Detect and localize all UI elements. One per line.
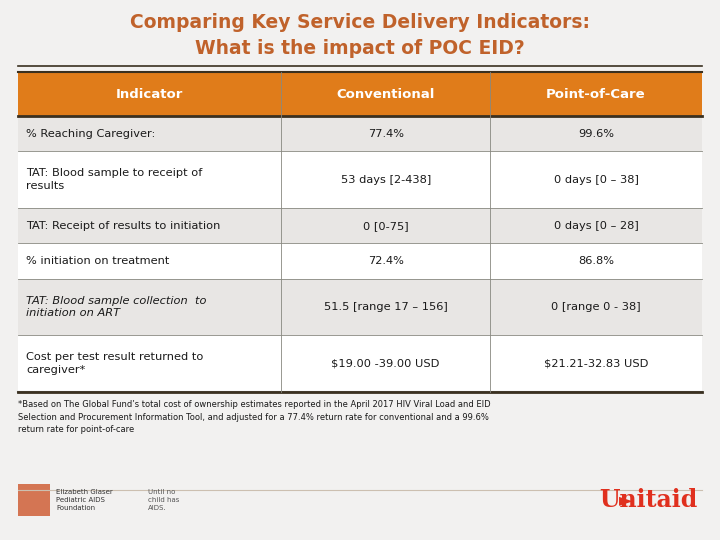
Text: $19.00 -39.00 USD: $19.00 -39.00 USD — [331, 359, 440, 369]
Text: TAT: Receipt of results to initiation: TAT: Receipt of results to initiation — [26, 221, 220, 231]
Text: 0 [0-75]: 0 [0-75] — [363, 221, 408, 231]
Text: TAT: Blood sample to receipt of
results: TAT: Blood sample to receipt of results — [26, 168, 202, 191]
Text: 0 days [0 – 28]: 0 days [0 – 28] — [554, 221, 639, 231]
Text: 51.5 [range 17 – 156]: 51.5 [range 17 – 156] — [324, 302, 448, 312]
Text: 0 [range 0 - 38]: 0 [range 0 - 38] — [552, 302, 641, 312]
Text: Elizabeth Glaser
Pediatric AIDS
Foundation: Elizabeth Glaser Pediatric AIDS Foundati… — [56, 489, 113, 510]
Bar — [18, 151, 702, 208]
Text: Until no
child has
AIDS.: Until no child has AIDS. — [148, 489, 179, 510]
Text: Point-of-Care: Point-of-Care — [546, 87, 646, 100]
Bar — [18, 279, 702, 335]
Bar — [18, 335, 702, 392]
Text: What is the impact of POC EID?: What is the impact of POC EID? — [195, 38, 525, 57]
Text: % Reaching Caregiver:: % Reaching Caregiver: — [26, 129, 156, 139]
Text: Unitaid: Unitaid — [599, 488, 697, 512]
Text: 99.6%: 99.6% — [578, 129, 614, 139]
Text: Indicator: Indicator — [116, 87, 184, 100]
Text: *Based on The Global Fund’s total cost of ownership estimates reported in the Ap: *Based on The Global Fund’s total cost o… — [18, 400, 490, 434]
Text: 86.8%: 86.8% — [578, 256, 614, 266]
Text: $21.21-32.83 USD: $21.21-32.83 USD — [544, 359, 648, 369]
Text: 53 days [2-438]: 53 days [2-438] — [341, 175, 431, 185]
Bar — [18, 208, 702, 244]
Bar — [18, 244, 702, 279]
Text: % initiation on treatment: % initiation on treatment — [26, 256, 169, 266]
Text: 0 days [0 – 38]: 0 days [0 – 38] — [554, 175, 639, 185]
Bar — [18, 116, 702, 151]
Text: Comparing Key Service Delivery Indicators:: Comparing Key Service Delivery Indicator… — [130, 12, 590, 31]
Bar — [18, 72, 702, 116]
Text: Cost per test result returned to
caregiver*: Cost per test result returned to caregiv… — [26, 352, 203, 375]
Bar — [18, 484, 50, 516]
Text: TAT: Blood sample collection  to
initiation on ART: TAT: Blood sample collection to initiati… — [26, 296, 207, 319]
Text: ►: ► — [619, 491, 633, 509]
Text: 72.4%: 72.4% — [368, 256, 404, 266]
Text: Conventional: Conventional — [336, 87, 435, 100]
Text: 77.4%: 77.4% — [368, 129, 404, 139]
